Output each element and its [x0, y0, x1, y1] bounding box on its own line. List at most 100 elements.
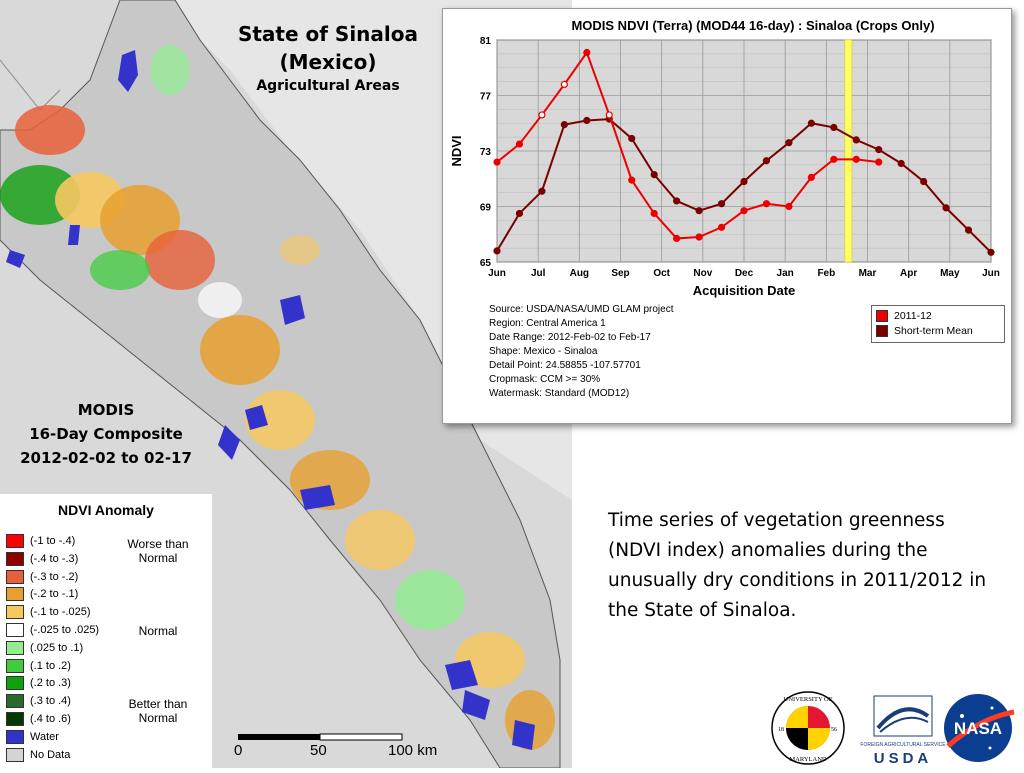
data-point: [538, 111, 546, 119]
data-point: [628, 176, 636, 184]
legend-row: (-1 to -.4): [6, 532, 75, 550]
chart-info-line: Region: Central America 1: [489, 318, 606, 329]
map-title-line2: (Mexico): [279, 50, 377, 74]
legend-swatch-icon: [876, 325, 888, 338]
data-point: [695, 233, 703, 241]
x-tick-label: May: [940, 268, 960, 279]
legend-label: (.025 to .1): [30, 641, 84, 654]
data-point: [560, 80, 568, 89]
data-point: [628, 134, 636, 143]
legend-row: Water: [6, 728, 59, 746]
y-tick-label: 65: [480, 258, 492, 269]
legend-swatch-icon: [6, 605, 24, 620]
legend-swatch-icon: [6, 676, 24, 691]
umd-year2-text: 56: [831, 727, 837, 733]
chart-info-line: Shape: Mexico - Sinaloa: [489, 346, 598, 357]
x-tick-label: Aug: [570, 268, 589, 279]
composite-line3: 2012-02-02 to 02-17: [20, 449, 192, 467]
x-tick-label: Feb: [817, 268, 835, 279]
x-tick-label: Jun: [982, 268, 1000, 279]
ndvi-legend: NDVI Anomaly (-1 to -.4) (-.4 to -.3) (-.3…: [0, 494, 212, 768]
ndvi-chart-panel: MODIS NDVI (Terra) (MOD44 16-day) : Sina…: [442, 8, 1012, 424]
data-point: [875, 146, 883, 154]
data-point: [515, 140, 524, 148]
legend-swatch-icon: [6, 587, 24, 602]
data-point: [583, 116, 591, 125]
data-point: [762, 200, 771, 208]
composite-line2: 16-Day Composite: [29, 425, 183, 443]
legend-label: (-.1 to -.025): [30, 606, 91, 619]
legend-label: (.4 to .6): [30, 713, 71, 725]
legend-group-normal: Normal: [138, 624, 178, 638]
chart-legend-series2: Short-term Mean: [894, 325, 973, 337]
chart-info-line: Date Range: 2012-Feb-02 to Feb-17: [489, 332, 651, 343]
legend-row: (.4 to .6): [6, 710, 71, 728]
composite-line1: MODIS: [77, 401, 135, 419]
data-point: [695, 207, 703, 215]
x-tick-label: Sep: [611, 268, 629, 279]
x-tick-label: Dec: [735, 268, 754, 279]
chart-info-line: Watermask: Standard (MOD12): [489, 388, 630, 399]
legend-label: (-.3 to -.2): [30, 570, 79, 583]
data-point: [650, 209, 658, 218]
data-point: [785, 139, 793, 147]
nasa-text: NASA: [954, 719, 1002, 738]
scale-bar: 0 50 100 km: [228, 728, 458, 764]
data-point: [762, 157, 771, 165]
legend-label: (-.4 to -.3): [30, 552, 79, 565]
logos: UNIVERSITY OF MARYLAND 18 56 FOREIGN AGR…: [770, 688, 1024, 768]
legend-row: (.3 to .4): [6, 692, 71, 710]
legend-swatch-icon: [6, 551, 24, 566]
map-title-line1: State of Sinaloa: [237, 22, 419, 46]
legend-swatch-icon: [6, 623, 24, 638]
data-point: [785, 202, 793, 211]
data-point: [673, 197, 681, 205]
y-tick-label: 77: [480, 92, 492, 103]
chart-info-line: Source: USDA/NASA/UMD GLAM project: [489, 304, 674, 315]
data-point: [673, 234, 681, 243]
legend-row: (-.025 to .025): [6, 621, 99, 639]
data-point: [650, 170, 658, 179]
legend-label: (.2 to .3): [30, 677, 71, 690]
legend-row: (-.2 to -.1): [6, 585, 78, 603]
data-point: [807, 173, 815, 181]
composite-label: MODIS 16-Day Composite 2012-02-02 to 02-…: [0, 398, 212, 470]
chart-title: MODIS NDVI (Terra) (MOD44 16-day) : Sina…: [571, 18, 934, 33]
x-tick-label: Jul: [531, 268, 546, 279]
data-point: [830, 123, 838, 132]
legend-row: No Data: [6, 746, 70, 764]
nasa-logo-icon: NASA: [944, 694, 1015, 762]
data-point: [920, 177, 928, 186]
coastline: [0, 59, 61, 111]
anomaly-patches: [0, 45, 555, 750]
x-tick-label: Nov: [693, 268, 712, 279]
y-tick-label: 73: [480, 147, 492, 158]
data-point: [717, 223, 726, 231]
data-point: [560, 121, 568, 129]
data-point: [740, 207, 748, 215]
legend-swatch-icon: [6, 747, 24, 762]
x-tick-label: Oct: [653, 268, 670, 279]
legend-row: (-.4 to -.3): [6, 550, 78, 568]
legend-swatch-icon: [6, 658, 24, 673]
series-line: [496, 50, 879, 240]
water-bodies: [6, 50, 535, 750]
data-point: [493, 158, 501, 166]
usda-text: USDA: [874, 750, 933, 767]
legend-row: (-.1 to -.025): [6, 603, 91, 621]
data-point: [830, 155, 838, 163]
chart-legend-series1: 2011-12: [894, 310, 932, 322]
ndvi-chart: MODIS NDVI (Terra) (MOD44 16-day) : Sina…: [449, 18, 1000, 298]
scale-label-0: 0: [234, 742, 243, 759]
umd-top-text: UNIVERSITY OF: [784, 696, 833, 703]
legend-label: (.3 to .4): [30, 695, 71, 708]
data-point: [897, 159, 905, 168]
legend-swatch-icon: [6, 694, 24, 709]
legend-row: (.025 to .1): [6, 639, 83, 657]
umd-year1-text: 18: [778, 727, 784, 733]
legend-swatch-icon: [6, 640, 24, 655]
legend-label: (-1 to -.4): [30, 535, 76, 547]
x-tick-label: Apr: [900, 268, 917, 279]
data-point: [852, 136, 860, 144]
legend-label: (-.2 to -.1): [30, 588, 79, 601]
